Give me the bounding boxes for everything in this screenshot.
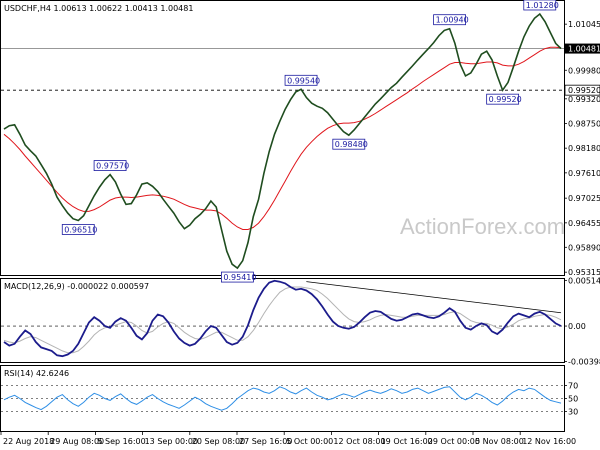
- time-tick-label: 12 Nov 16:00: [522, 437, 576, 446]
- time-tick-label: 22 Aug 2018: [3, 437, 54, 446]
- rsi-tick-label: 50: [568, 395, 578, 404]
- price-label-box: [61, 224, 95, 235]
- macd-line: [3, 279, 562, 358]
- price-label: 0.97570: [96, 162, 129, 171]
- current-price-tick: 1.00481: [568, 45, 600, 54]
- price-tick-label: 1.01045: [568, 20, 600, 29]
- time-tick-label: 29 Oct 00:00: [428, 437, 480, 446]
- price-label-box: [284, 74, 318, 86]
- macd-header: MACD(12,26,9) -0.000022 0.000597: [4, 282, 149, 291]
- time-tick-label: 13 Sep 00:00: [145, 437, 198, 446]
- price-label-box: [221, 271, 254, 283]
- price-annotations: 0.96510 0.97570 0.95410 0.99540 0.98480 1.009…: [61, 0, 559, 283]
- rsi-series-group: [1, 385, 564, 412]
- macd-series-group: [1, 279, 564, 358]
- moving-average-line: [3, 46, 562, 230]
- rsi-tick-label: 70: [568, 382, 578, 391]
- price-label: 0.95410: [223, 273, 256, 282]
- time-tick-label: 29 Aug 08:00: [50, 437, 104, 446]
- time-tick-label: 5 Sep 16:00: [97, 437, 145, 446]
- price-label-box: [433, 14, 467, 26]
- price-series-group: [3, 12, 562, 270]
- current-price-box: [565, 43, 600, 54]
- price-tick-label: 0.99320: [568, 95, 600, 104]
- price-tick-label: 0.99980: [568, 66, 600, 75]
- time-tick-label: 20 Sep 08:00: [192, 437, 245, 446]
- price-tick-label: 0.97610: [568, 169, 600, 178]
- price-label: 0.99540: [287, 76, 320, 85]
- price-tick-label: 0.95315: [568, 268, 600, 277]
- price-label: 1.00940: [436, 16, 469, 25]
- macd-tick-label: -0.003989: [568, 357, 600, 366]
- price-label: 1.01280: [526, 1, 559, 10]
- rsi-axis: 70 50 30: [564, 382, 578, 417]
- price-label: 0.98480: [335, 140, 368, 149]
- price-tick-label: 0.95890: [568, 243, 600, 252]
- price-tick-label: 0.96455: [568, 219, 600, 228]
- watermark: ActionForex.com: [400, 214, 565, 239]
- time-tick-label: 19 Oct 16:00: [381, 437, 433, 446]
- rsi-header: RSI(14) 42.6246: [4, 369, 69, 378]
- price-line: [3, 12, 562, 270]
- price-tick-label: 0.98750: [568, 119, 600, 128]
- macd-tick-label: 0.00: [568, 322, 586, 331]
- macd-axis: 0.005145 0.00 -0.003989: [564, 276, 600, 366]
- price-label: 0.96510: [64, 225, 97, 234]
- macd-trendline: [306, 281, 562, 314]
- price-tick-label: 0.98180: [568, 144, 600, 153]
- time-tick-label: 5 Oct 00:00: [286, 437, 333, 446]
- macd-tick-label: 0.005145: [568, 276, 600, 285]
- rsi-tick-label: 30: [568, 408, 578, 417]
- main-price-levels: [1, 48, 564, 91]
- price-label-box: [93, 160, 127, 171]
- price-label: 0.99520: [489, 95, 522, 104]
- time-tick-label: 27 Sep 16:00: [239, 437, 292, 446]
- price-label-box: [523, 0, 557, 11]
- main-header: USDCHF,H4 1.00613 1.00622 1.00413 1.0048…: [4, 4, 193, 13]
- price-label-box: [332, 138, 366, 150]
- price-tick-label: 0.97025: [568, 194, 600, 203]
- rsi-line: [3, 386, 562, 411]
- price-label-box: [486, 93, 520, 105]
- level-price-tick: 0.99520: [568, 86, 600, 95]
- time-tick-label: 5 Nov 08:00: [475, 437, 524, 446]
- macd-signal-line: [3, 286, 562, 354]
- time-tick-label: 12 Oct 08:00: [333, 437, 385, 446]
- level-price-box: [564, 84, 600, 96]
